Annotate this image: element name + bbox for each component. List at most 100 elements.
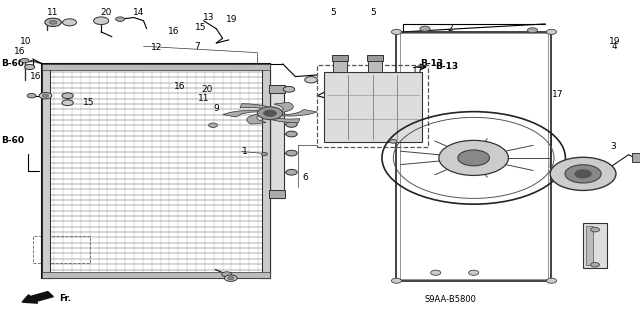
Circle shape bbox=[390, 139, 397, 143]
Circle shape bbox=[420, 26, 430, 31]
Circle shape bbox=[42, 94, 49, 97]
Circle shape bbox=[221, 272, 232, 277]
Text: B-60: B-60 bbox=[1, 59, 24, 68]
Polygon shape bbox=[240, 104, 273, 110]
Text: 16: 16 bbox=[30, 72, 42, 81]
Text: 5: 5 bbox=[370, 8, 376, 17]
Bar bbox=[269, 190, 285, 198]
Text: 16: 16 bbox=[15, 47, 26, 56]
Circle shape bbox=[286, 169, 297, 175]
Bar bbox=[42, 64, 270, 70]
Bar bbox=[269, 85, 285, 93]
Text: 19: 19 bbox=[227, 15, 238, 24]
Bar bbox=[33, 236, 90, 263]
Circle shape bbox=[468, 270, 479, 275]
Polygon shape bbox=[274, 102, 293, 112]
Circle shape bbox=[547, 278, 557, 283]
Text: B-60: B-60 bbox=[1, 136, 24, 145]
Text: 2: 2 bbox=[447, 24, 453, 33]
Text: 17: 17 bbox=[552, 90, 564, 99]
Bar bbox=[270, 86, 284, 198]
Circle shape bbox=[24, 64, 35, 70]
Text: 18: 18 bbox=[369, 130, 380, 138]
Text: 14: 14 bbox=[133, 8, 145, 17]
Text: 15: 15 bbox=[83, 98, 94, 107]
Text: 7: 7 bbox=[195, 42, 200, 51]
Text: 20: 20 bbox=[201, 85, 212, 94]
Bar bbox=[586, 226, 593, 265]
Circle shape bbox=[27, 93, 36, 98]
Circle shape bbox=[527, 28, 538, 33]
Circle shape bbox=[286, 131, 297, 137]
Text: 15: 15 bbox=[195, 23, 206, 32]
Circle shape bbox=[209, 123, 218, 127]
Bar bbox=[262, 64, 270, 278]
Circle shape bbox=[39, 93, 52, 99]
Circle shape bbox=[286, 122, 297, 127]
Bar bbox=[42, 272, 270, 278]
Text: 4: 4 bbox=[612, 42, 618, 51]
Circle shape bbox=[286, 150, 297, 156]
Circle shape bbox=[63, 19, 76, 26]
Circle shape bbox=[62, 100, 74, 106]
Circle shape bbox=[45, 18, 61, 26]
Circle shape bbox=[439, 140, 508, 175]
Circle shape bbox=[431, 270, 441, 275]
Text: B-13: B-13 bbox=[420, 59, 443, 68]
Text: S9AA-B5800: S9AA-B5800 bbox=[424, 295, 476, 304]
Bar bbox=[42, 64, 270, 278]
Polygon shape bbox=[267, 116, 300, 123]
Text: 16: 16 bbox=[174, 82, 186, 91]
Text: 13: 13 bbox=[203, 13, 214, 22]
Text: 19: 19 bbox=[609, 37, 620, 46]
Text: 17: 17 bbox=[412, 67, 423, 76]
Text: 9: 9 bbox=[213, 104, 219, 113]
Circle shape bbox=[392, 29, 401, 34]
Bar bbox=[324, 72, 422, 142]
Circle shape bbox=[575, 170, 591, 178]
Bar bbox=[332, 55, 348, 61]
Circle shape bbox=[49, 20, 57, 24]
Text: 12: 12 bbox=[150, 43, 162, 52]
Circle shape bbox=[261, 152, 268, 156]
Text: 16: 16 bbox=[168, 27, 180, 36]
Text: 1: 1 bbox=[242, 147, 248, 156]
Circle shape bbox=[116, 17, 125, 21]
Circle shape bbox=[62, 93, 74, 99]
Circle shape bbox=[565, 165, 601, 183]
Text: 20: 20 bbox=[100, 8, 111, 17]
Text: 11: 11 bbox=[47, 8, 59, 17]
Bar bbox=[397, 32, 552, 281]
Polygon shape bbox=[223, 110, 261, 117]
Bar bbox=[583, 223, 607, 268]
Text: B-13: B-13 bbox=[435, 63, 458, 71]
Circle shape bbox=[225, 275, 237, 281]
Circle shape bbox=[392, 278, 401, 283]
Circle shape bbox=[547, 29, 557, 34]
Text: 8: 8 bbox=[42, 109, 47, 118]
Bar bbox=[317, 65, 428, 147]
Bar bbox=[367, 55, 383, 61]
Text: Fr.: Fr. bbox=[60, 294, 72, 303]
Circle shape bbox=[20, 58, 29, 63]
Polygon shape bbox=[279, 109, 317, 116]
Circle shape bbox=[305, 77, 317, 83]
Polygon shape bbox=[247, 114, 266, 124]
Circle shape bbox=[458, 150, 490, 166]
FancyArrow shape bbox=[22, 292, 53, 303]
Circle shape bbox=[93, 17, 109, 25]
Text: 6: 6 bbox=[302, 173, 308, 182]
Text: 5: 5 bbox=[330, 8, 336, 17]
Text: 3: 3 bbox=[610, 142, 616, 151]
Bar bbox=[368, 59, 382, 72]
Circle shape bbox=[264, 110, 276, 116]
Circle shape bbox=[591, 263, 600, 267]
Text: 11: 11 bbox=[198, 94, 209, 103]
Circle shape bbox=[257, 107, 283, 120]
Circle shape bbox=[591, 227, 600, 232]
Bar bbox=[42, 64, 50, 278]
Circle shape bbox=[550, 157, 616, 190]
Circle shape bbox=[284, 86, 294, 92]
Bar bbox=[333, 59, 347, 72]
Bar bbox=[632, 153, 640, 162]
